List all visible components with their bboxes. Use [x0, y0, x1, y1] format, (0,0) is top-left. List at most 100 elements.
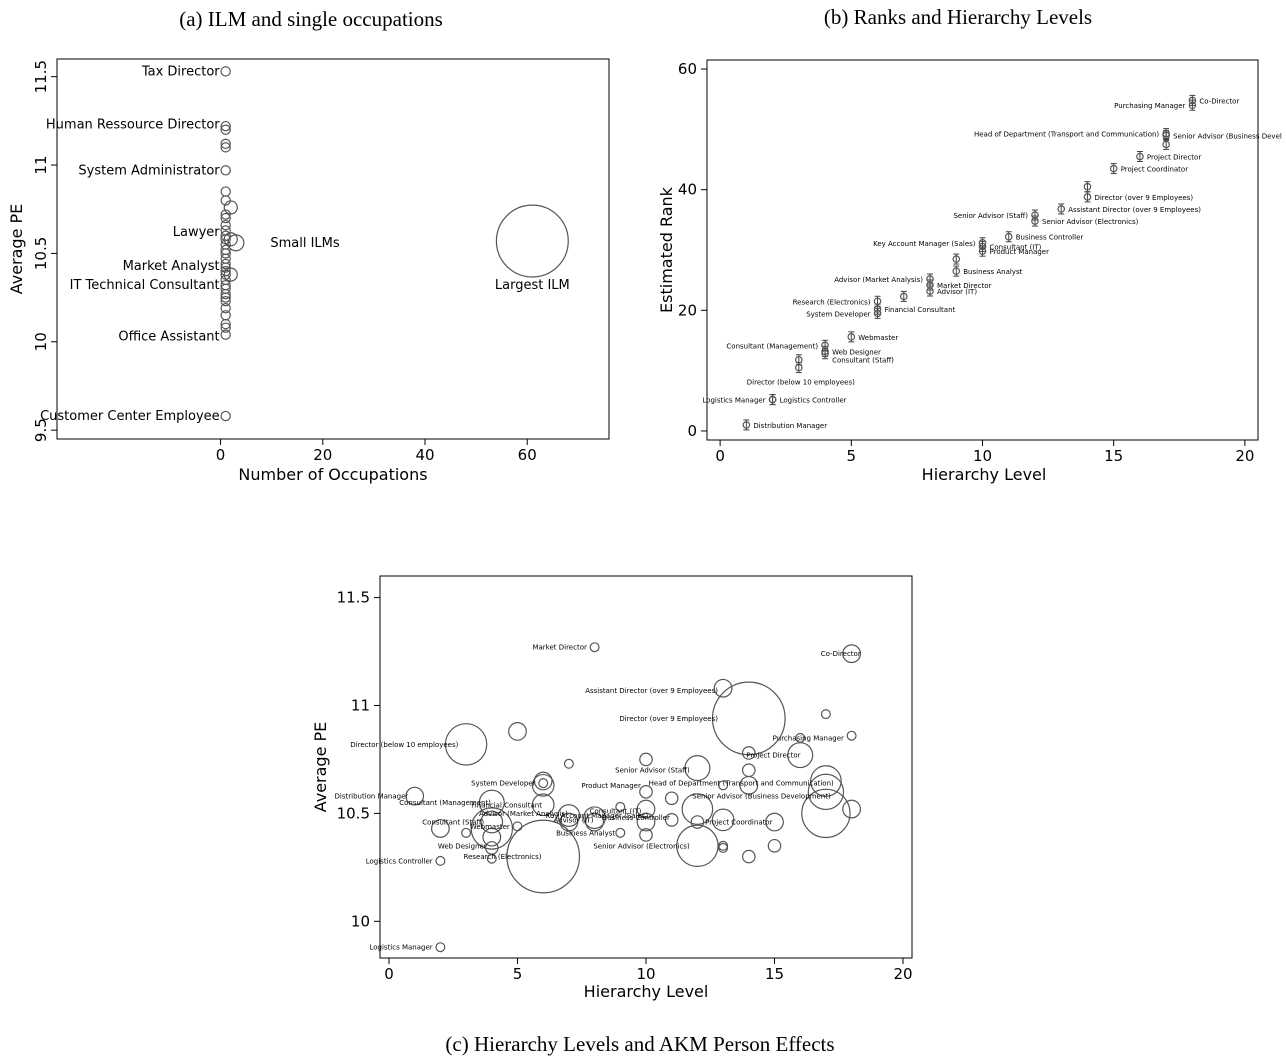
caption-a: (a) ILM and single occupations	[179, 7, 443, 31]
bubble-c	[810, 765, 842, 797]
bubble-c	[508, 721, 527, 741]
y-axis-label-a: Average PE	[7, 204, 26, 295]
occupation-label-c: Financial Consultant	[471, 801, 542, 809]
occupation-label-a: Office Assistant	[118, 329, 219, 344]
y-axis-label-b: Estimated Rank	[657, 186, 676, 313]
bubble-c	[711, 681, 786, 756]
bubble-a	[220, 310, 231, 321]
rank-point-b	[768, 395, 777, 404]
rank-label-b: Logistics Controller	[780, 397, 847, 405]
bubble-a	[223, 232, 238, 247]
bubble-a	[220, 124, 231, 135]
y-axis-label-c: Average PE	[311, 722, 330, 813]
occupation-label-c: Market Director	[532, 644, 587, 652]
rank-label-b: Market Director	[937, 282, 992, 290]
bubble-c	[482, 827, 502, 847]
occupation-label-c: Logistics Controller	[366, 857, 433, 865]
bubble-c	[636, 812, 656, 832]
bubble-c	[615, 801, 626, 812]
bubble-c	[478, 789, 505, 816]
rank-label-b: Key Account Manager (Sales)	[873, 240, 976, 248]
bubble-c	[559, 812, 579, 832]
bubble-c	[486, 853, 497, 864]
bubble-c	[557, 804, 581, 827]
panel-a-chart: Number of Occupations Average PE 0 20 40 60…	[7, 58, 610, 484]
rank-label-b: Assistant Director (over 9 Employees)	[1068, 206, 1201, 214]
occupation-label-a: Customer Center Employee	[40, 409, 220, 424]
occupation-label-c: Webmaster	[470, 823, 510, 831]
rank-point-b	[1109, 164, 1118, 173]
bubble-a	[220, 239, 231, 250]
bubble-a	[220, 120, 231, 132]
panel-c-chart: Hierarchy Level Average PE 0 5 10 15 20 10 10.…	[311, 575, 913, 1001]
x-tick-label-a: 60	[518, 446, 537, 464]
rank-label-b: Senior Advisor (Staff)	[953, 212, 1028, 220]
bubble-c	[681, 793, 714, 825]
annotation-a: Largest ILM	[495, 278, 570, 293]
bubble-c	[639, 828, 653, 842]
x-tick-label-b: 5	[847, 447, 857, 465]
y-tick-label-b: 0	[687, 422, 697, 440]
rank-label-b: Business Analyst	[963, 268, 1022, 276]
bubble-c	[470, 807, 514, 850]
occupation-label-c: Senior Advisor (Business Development)	[692, 793, 831, 801]
rank-point-b	[978, 238, 987, 247]
rank-label-b: Financial Consultant	[885, 306, 956, 314]
bubble-a	[220, 212, 231, 224]
rank-point-b	[742, 421, 751, 429]
rank-label-b: Consultant (Management)	[726, 342, 818, 350]
bubble-c	[690, 815, 705, 829]
rank-label-b: Advisor (IT)	[937, 288, 977, 296]
bubble-a	[220, 142, 231, 153]
bubble-a	[220, 274, 231, 286]
x-axis-label-c: Hierarchy Level	[584, 982, 709, 1001]
bubble-c	[739, 775, 759, 795]
y-tick-label-b: 20	[678, 301, 697, 319]
occupation-label-a: Market Analyst	[123, 259, 220, 274]
rank-point-b	[821, 349, 829, 358]
panel-b-chart: Hierarchy Level Estimated Rank 0 5 10 15 20 0…	[657, 59, 1282, 484]
y-tick-label-a: 9.5	[32, 418, 50, 442]
bubble-a	[223, 267, 238, 282]
occupation-label-c: Head of Department (Transport and Commun…	[649, 780, 834, 788]
occupation-label-c: Research (Electronics)	[464, 853, 542, 861]
occupation-label-c: Purchasing Manager	[773, 734, 844, 742]
bubble-a	[220, 186, 231, 197]
bubble-c	[664, 813, 679, 827]
rank-label-b: Purchasing Manager	[1114, 102, 1185, 110]
rank-label-b: Web Designer	[832, 348, 881, 356]
y-tick-label-a: 10	[32, 332, 50, 351]
occupation-label-a: Lawyer	[173, 225, 221, 240]
bubble-c	[506, 819, 581, 894]
bubble-c	[842, 799, 862, 819]
occupation-label-c: Project Director	[746, 752, 800, 760]
occupation-label-c: Business Controller	[602, 814, 670, 822]
x-tick-label-c: 20	[893, 965, 912, 983]
x-tick-label-b: 15	[1104, 447, 1123, 465]
rank-label-b: Senior Advisor (Electronics)	[1042, 218, 1139, 226]
bubble-c	[444, 723, 488, 766]
bubble-c	[531, 793, 555, 817]
bubble-c	[842, 644, 862, 664]
x-axis-label-b: Hierarchy Level	[922, 465, 1047, 484]
occupation-label-c: Assistant Director (over 9 Employees)	[585, 687, 718, 695]
occupation-label-c: Consultant (Staff)	[422, 819, 484, 827]
occupation-label-c: Director (over 9 Employees)	[619, 715, 718, 723]
occupation-label-a: Tax Director	[141, 64, 220, 79]
occupation-label-c: Director (below 10 employees)	[350, 741, 458, 749]
y-tick-label-a: 11	[32, 155, 50, 174]
bubble-c	[583, 806, 606, 830]
occupation-label-a: IT Technical Consultant	[70, 278, 220, 293]
occupation-label-c: Senior Advisor (Electronics)	[593, 842, 690, 850]
bubble-c	[435, 942, 446, 953]
annotation-a: Small ILMs	[270, 236, 340, 251]
occupation-label-c: Senior Advisor (Staff)	[615, 767, 690, 775]
y-tick-label-a: 10.5	[32, 237, 50, 270]
rank-label-b: Product Manager	[990, 248, 1050, 256]
rank-label-b: Advisor (Market Analysis)	[834, 276, 923, 284]
rank-label-b: Consultant (Staff)	[832, 357, 894, 365]
bubble-c	[718, 840, 729, 851]
bubble-c	[435, 855, 446, 866]
x-tick-label-a: 40	[415, 446, 434, 464]
rank-point-b	[926, 275, 934, 283]
